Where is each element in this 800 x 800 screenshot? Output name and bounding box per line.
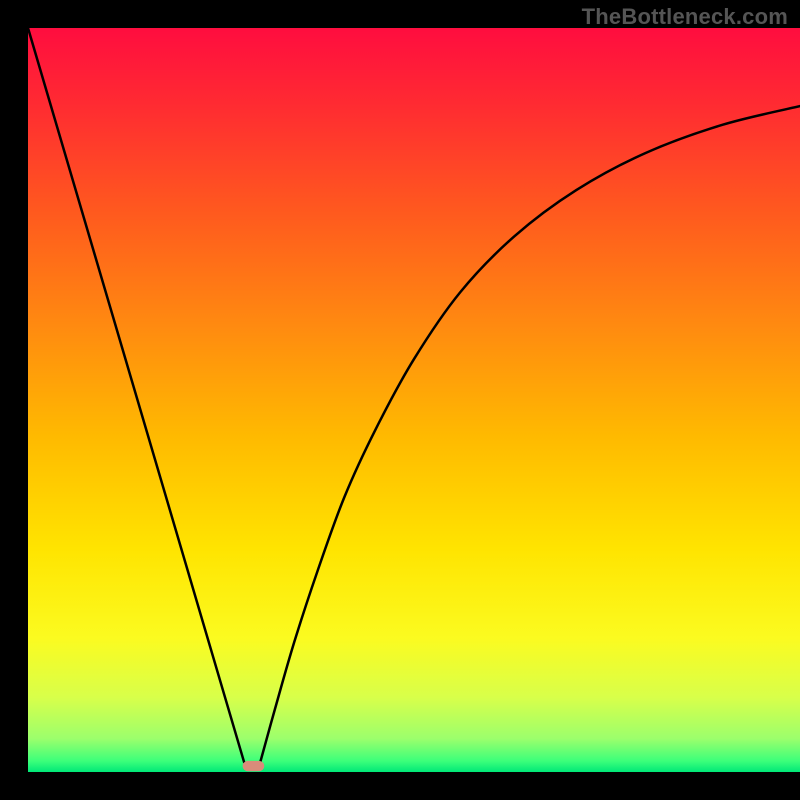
- plot-background-gradient: [28, 28, 800, 772]
- optimal-point-marker: [243, 761, 265, 771]
- watermark-text: TheBottleneck.com: [582, 4, 788, 30]
- chart-container: TheBottleneck.com: [0, 0, 800, 800]
- bottleneck-chart: [0, 0, 800, 800]
